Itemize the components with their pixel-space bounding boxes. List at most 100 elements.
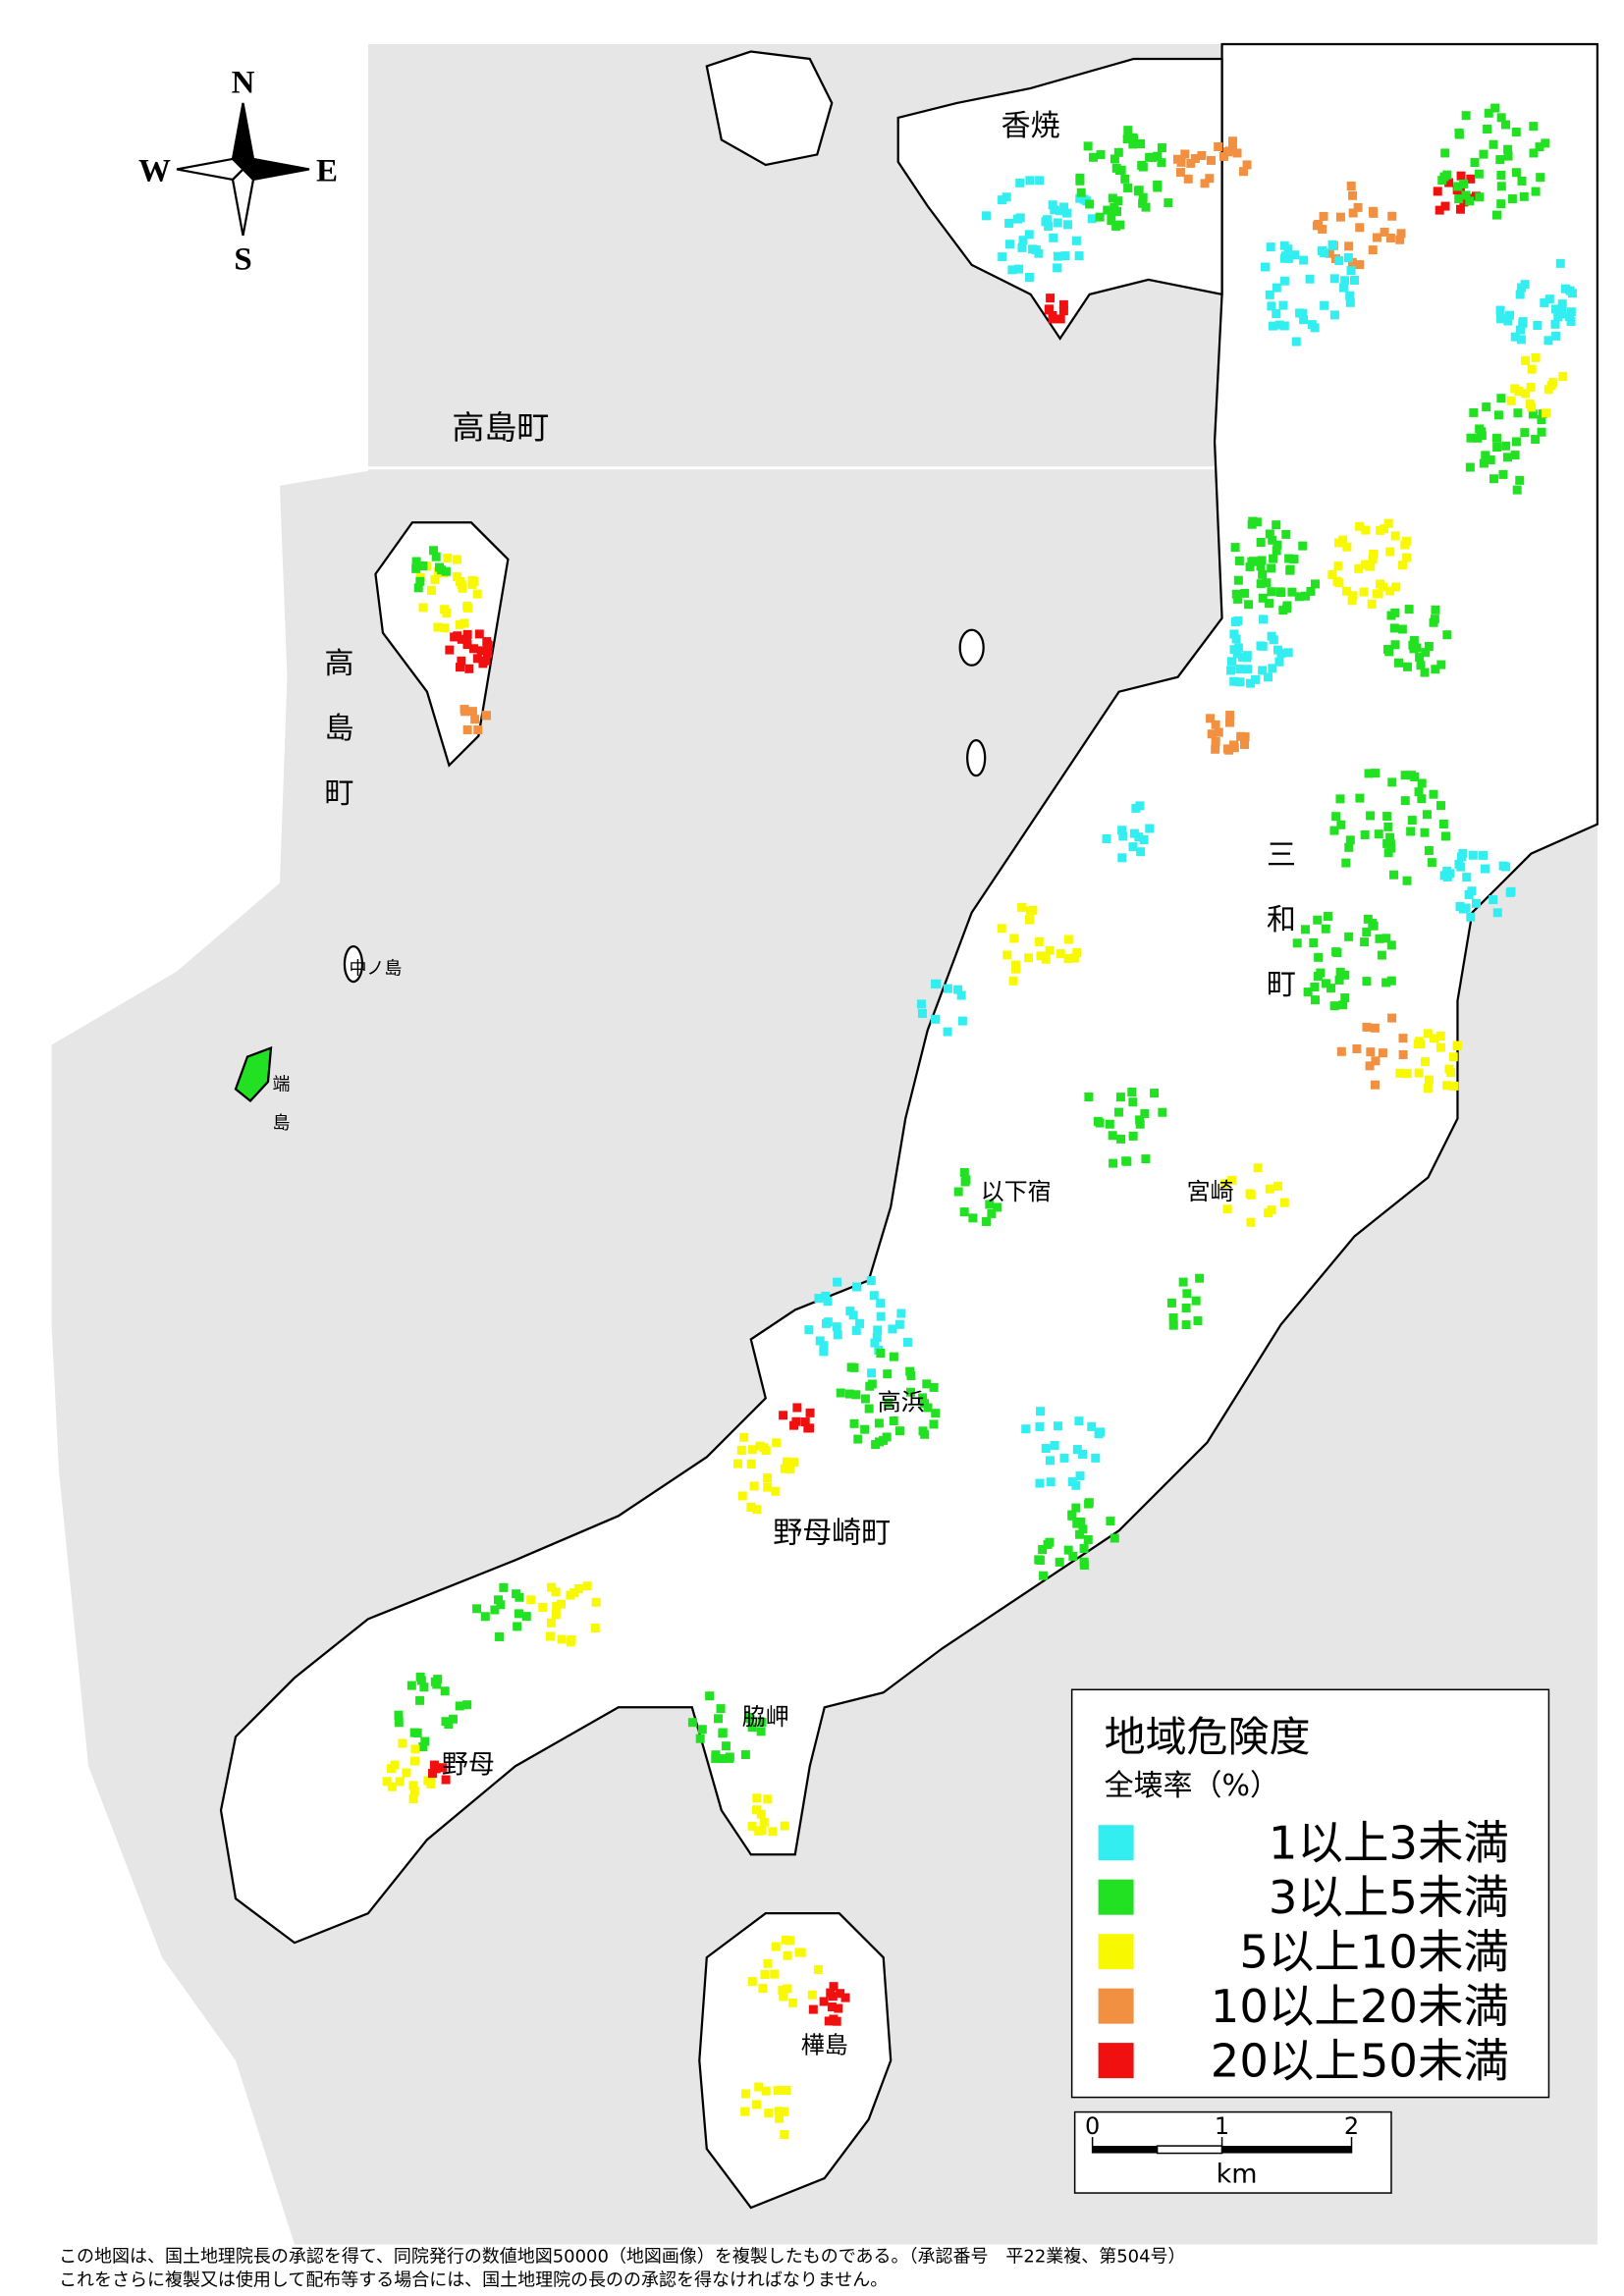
hazard-cell: [1385, 547, 1395, 557]
hazard-cell: [1265, 290, 1274, 299]
hazard-cell: [1348, 190, 1358, 200]
hazard-cell: [1015, 178, 1025, 187]
hazard-cell: [1515, 290, 1525, 299]
hazard-cell: [1414, 1068, 1424, 1078]
hazard-cell: [1542, 408, 1551, 418]
hazard-cell: [1531, 352, 1541, 362]
hazard-cell: [1229, 629, 1239, 639]
hazard-cell: [1455, 187, 1465, 196]
hazard-cell: [1036, 951, 1046, 961]
hazard-cell: [480, 1612, 490, 1622]
hazard-cell: [413, 583, 423, 593]
hazard-cell: [1365, 1061, 1375, 1071]
hazard-cell: [757, 1717, 767, 1727]
hazard-cell: [1153, 151, 1163, 161]
hazard-cell: [1127, 1088, 1137, 1097]
hazard-cell: [1225, 146, 1235, 156]
hazard-cell: [433, 1675, 443, 1684]
hazard-cell: [1511, 168, 1521, 178]
hazard-cell: [1529, 148, 1539, 158]
hazard-cell: [1518, 319, 1528, 329]
hazard-cell: [1366, 1047, 1376, 1057]
hazard-cell: [566, 1590, 575, 1600]
legend-swatch: [1098, 1825, 1134, 1861]
hazard-cell: [1355, 260, 1365, 270]
hazard-cell: [566, 1637, 575, 1647]
hazard-cell: [1461, 903, 1471, 913]
hazard-cell: [1139, 835, 1149, 845]
hazard-cell: [1387, 1013, 1397, 1023]
hazard-cell: [440, 1686, 450, 1696]
hazard-cell: [1084, 1499, 1094, 1509]
hazard-cell: [894, 1319, 904, 1329]
hazard-cell: [800, 1417, 810, 1427]
hazard-cell: [752, 1793, 762, 1803]
hazard-cell: [1148, 152, 1157, 162]
hazard-cell: [852, 1282, 862, 1292]
hazard-cell: [716, 1704, 726, 1714]
hazard-cell: [1470, 158, 1480, 168]
hazard-cell: [763, 1794, 773, 1804]
hazard-cell: [1182, 1289, 1192, 1299]
hazard-cell: [462, 1700, 472, 1710]
hazard-cell: [1412, 643, 1422, 653]
hazard-cell: [1072, 947, 1082, 957]
hazard-cell: [1278, 300, 1288, 310]
hazard-cell: [1289, 555, 1299, 564]
hazard-cell: [1045, 945, 1055, 955]
hazard-cell: [490, 1605, 500, 1615]
hazard-cell: [1089, 152, 1099, 162]
hazard-cell: [982, 1216, 992, 1226]
hazard-cell: [1071, 1480, 1081, 1490]
hazard-cell: [1446, 1068, 1456, 1078]
hazard-cell: [1505, 310, 1515, 320]
hazard-cell: [1274, 320, 1284, 330]
hazard-cell: [1506, 396, 1516, 405]
hazard-cell: [1564, 312, 1574, 322]
hazard-cell: [431, 552, 441, 561]
hazard-cell: [1038, 1545, 1048, 1555]
hazard-cell: [1335, 212, 1345, 222]
hazard-cell: [1246, 1217, 1256, 1227]
hazard-cell: [1417, 794, 1427, 804]
hazard-cell: [713, 1714, 723, 1724]
hazard-cell: [1369, 921, 1379, 931]
hazard-cell: [1338, 1000, 1348, 1010]
hazard-cell: [1391, 582, 1401, 592]
hazard-cell: [998, 252, 1007, 262]
hazard-cell: [1279, 1198, 1289, 1207]
hazard-cell: [1424, 845, 1434, 855]
hazard-cell: [1076, 187, 1086, 197]
hazard-cell: [883, 1369, 893, 1379]
hazard-cell: [1190, 153, 1200, 163]
hazard-cell: [867, 1368, 877, 1378]
hazard-cell: [1498, 469, 1508, 479]
hazard-cell: [386, 1764, 396, 1774]
hazard-cell: [788, 1998, 798, 2007]
hazard-cell: [457, 580, 466, 590]
hazard-cell: [409, 1787, 419, 1796]
hazard-cell: [1472, 898, 1482, 908]
hazard-cell: [1294, 592, 1304, 602]
legend-label: 5以上10未満: [1239, 1926, 1509, 1979]
hazard-cell: [1063, 954, 1073, 964]
hazard-cell: [1331, 812, 1341, 822]
hazard-cell: [1345, 291, 1355, 300]
hazard-cell: [985, 1200, 995, 1209]
hazard-cell: [1128, 842, 1138, 852]
hazard-cell: [968, 1213, 978, 1223]
hazard-cell: [1267, 301, 1276, 311]
hazard-cell: [1226, 1175, 1236, 1185]
place-label: 樺島: [801, 2032, 848, 2059]
hazard-cell: [1500, 120, 1510, 130]
hazard-cell: [1415, 653, 1425, 663]
hazard-cell: [1122, 134, 1132, 144]
hazard-cell: [1261, 262, 1271, 272]
hazard-cell: [1550, 319, 1560, 329]
hazard-cell: [1313, 915, 1323, 925]
hazard-cell: [1382, 812, 1392, 822]
place-label: 端島: [269, 1074, 290, 1151]
hazard-cell: [472, 654, 482, 664]
